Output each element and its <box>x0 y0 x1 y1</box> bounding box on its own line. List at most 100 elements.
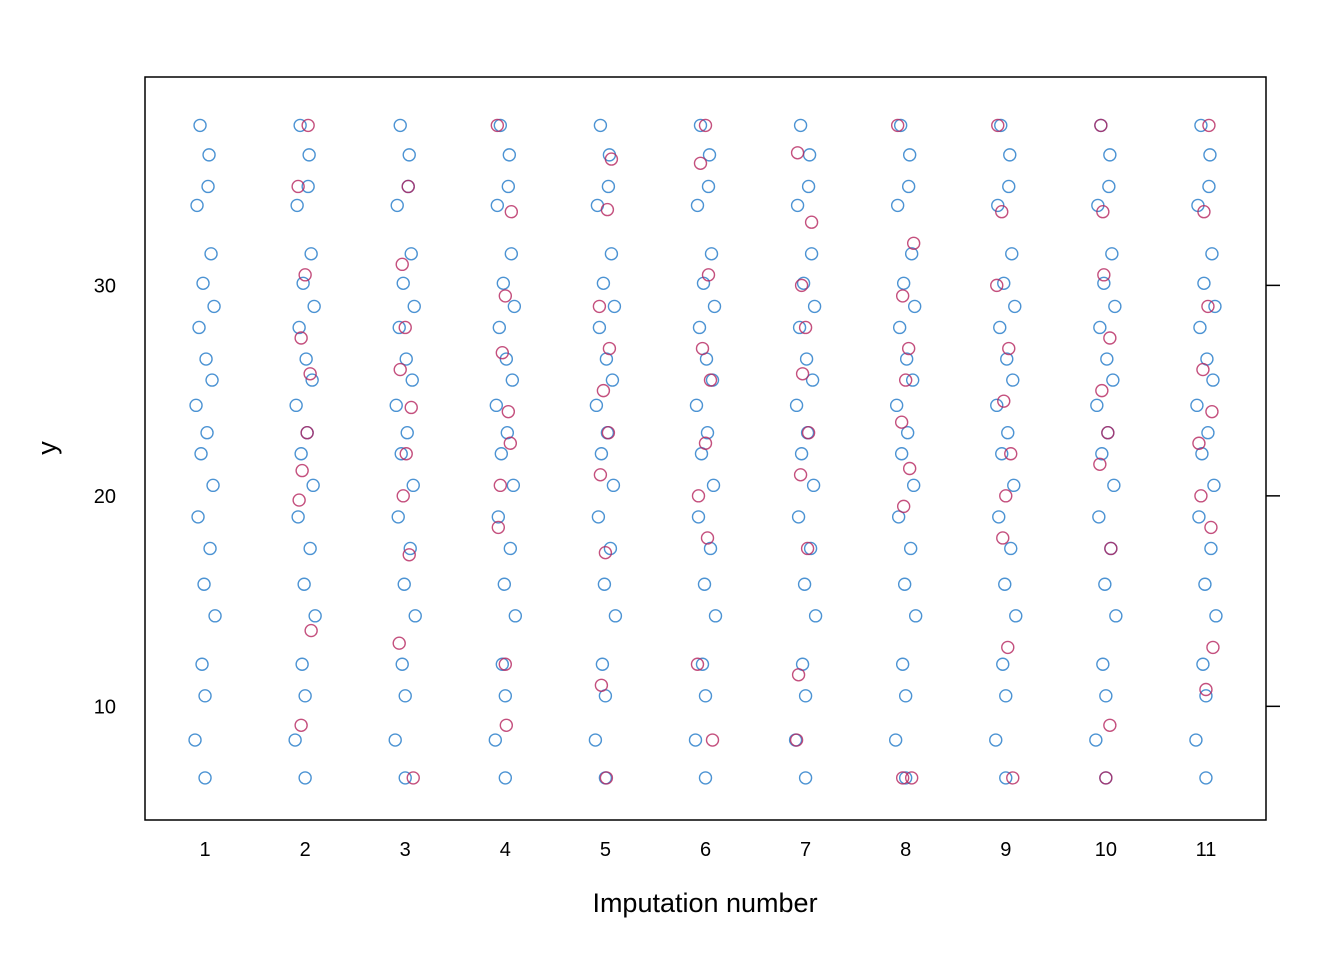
point <box>900 426 915 440</box>
point <box>1093 457 1107 471</box>
point <box>194 447 208 461</box>
point <box>791 510 806 524</box>
point <box>789 733 804 747</box>
point <box>199 352 213 366</box>
point <box>992 510 1006 524</box>
point <box>807 299 822 314</box>
point <box>995 447 1009 461</box>
point <box>498 771 513 785</box>
point <box>303 541 317 556</box>
point <box>704 247 719 261</box>
point <box>402 148 416 162</box>
point <box>906 478 921 493</box>
point <box>593 118 608 133</box>
point <box>1202 118 1216 133</box>
point <box>397 577 411 591</box>
point <box>493 118 508 133</box>
point <box>692 320 707 335</box>
point <box>702 148 717 162</box>
point <box>202 148 216 162</box>
point <box>506 478 521 493</box>
point <box>904 247 919 261</box>
point <box>498 689 513 703</box>
point <box>190 198 204 213</box>
point <box>491 520 506 535</box>
point <box>389 398 403 413</box>
point <box>1106 373 1120 387</box>
point <box>1004 447 1018 461</box>
point <box>804 215 819 229</box>
point <box>902 148 917 162</box>
point <box>1096 657 1110 671</box>
point <box>791 668 806 682</box>
point <box>200 426 214 440</box>
point <box>898 771 913 785</box>
point <box>995 205 1009 219</box>
point <box>806 478 821 493</box>
point <box>205 373 219 387</box>
point <box>695 341 710 356</box>
point <box>289 398 303 413</box>
point <box>594 447 609 461</box>
point <box>304 247 318 261</box>
point <box>395 657 409 671</box>
point <box>889 398 904 413</box>
point <box>294 718 308 732</box>
point <box>301 118 315 133</box>
point <box>606 478 621 493</box>
point <box>793 118 808 133</box>
point <box>504 205 519 219</box>
point <box>888 733 903 747</box>
point <box>390 198 404 213</box>
point <box>1206 373 1220 387</box>
point <box>1103 718 1117 732</box>
point <box>705 733 720 747</box>
point <box>793 468 808 482</box>
point <box>392 636 406 650</box>
point <box>602 341 617 356</box>
point <box>1204 520 1218 535</box>
point <box>1103 331 1117 345</box>
point <box>393 118 407 133</box>
point <box>1192 436 1206 450</box>
point <box>1108 299 1122 314</box>
point <box>1204 541 1218 556</box>
point <box>591 510 606 524</box>
point <box>400 426 414 440</box>
point <box>398 771 412 785</box>
point <box>799 352 814 366</box>
point <box>894 447 909 461</box>
point <box>203 541 217 556</box>
point <box>1202 179 1216 194</box>
point <box>1100 352 1114 366</box>
point <box>700 426 715 440</box>
point <box>1001 640 1015 655</box>
point <box>794 278 809 293</box>
point <box>997 394 1011 408</box>
point <box>691 489 706 503</box>
point <box>603 541 618 556</box>
point <box>300 426 314 440</box>
point <box>1089 733 1103 747</box>
point <box>495 346 510 360</box>
point <box>688 733 703 747</box>
point <box>396 276 410 290</box>
point <box>1196 362 1210 377</box>
point <box>1006 373 1020 387</box>
x-tick-label: 3 <box>400 839 411 861</box>
x-tick-label: 4 <box>500 839 511 861</box>
point <box>488 733 503 747</box>
point <box>698 118 713 133</box>
point <box>604 247 619 261</box>
point <box>206 478 220 493</box>
point <box>392 320 406 335</box>
point <box>993 320 1007 335</box>
point <box>403 541 417 556</box>
point <box>1199 682 1213 697</box>
point <box>1194 118 1208 133</box>
x-tick-label: 5 <box>600 839 611 861</box>
point <box>1009 609 1023 623</box>
point <box>1189 733 1203 747</box>
point <box>1006 771 1020 785</box>
